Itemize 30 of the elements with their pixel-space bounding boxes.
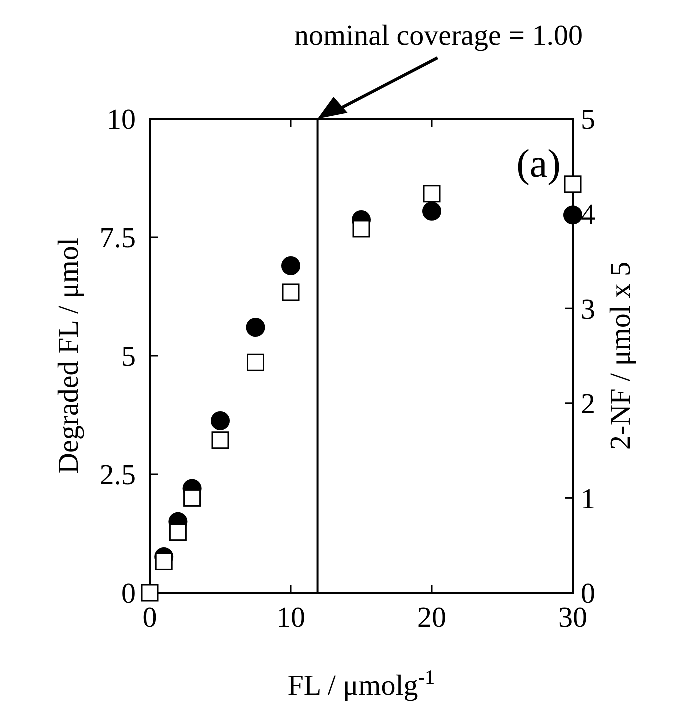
- point: [564, 206, 582, 225]
- y-tick-label: 5: [122, 341, 136, 374]
- point: [211, 411, 230, 430]
- x-axis-title: FL / μmolg$^{-1}$: [288, 667, 436, 702]
- point: [564, 176, 582, 194]
- y2-tick-label: 2: [581, 388, 596, 421]
- x-tick-label: 10: [276, 602, 306, 634]
- point: [184, 489, 202, 507]
- x-tick-label: 0: [142, 602, 158, 634]
- y-tick-label: 7.5: [100, 222, 136, 255]
- y-tick-label: 2.5: [100, 460, 136, 492]
- y-tick-label: 0: [122, 578, 136, 610]
- point: [352, 220, 370, 238]
- y2-axis-title: 2-NF / μmol x 5: [605, 262, 637, 450]
- y2-tick-label: 5: [581, 104, 596, 136]
- point: [282, 256, 300, 276]
- text: nominal coverage = 1.00: [294, 20, 583, 52]
- y2-tick-label: 3: [581, 294, 596, 326]
- point: [155, 552, 173, 570]
- point: [169, 524, 187, 542]
- x-tick-label: 20: [418, 602, 446, 634]
- y2-tick-label: 4: [581, 198, 596, 231]
- y-tick-label: 10: [107, 104, 136, 136]
- point: [141, 584, 159, 602]
- point: [422, 202, 442, 221]
- annotation: (a): [516, 141, 561, 186]
- point: [246, 318, 266, 338]
- y-axis-title: Degraded FL / μmol: [53, 238, 85, 474]
- y2-tick-label: 1: [581, 483, 596, 516]
- x-tick-label: 30: [558, 602, 588, 634]
